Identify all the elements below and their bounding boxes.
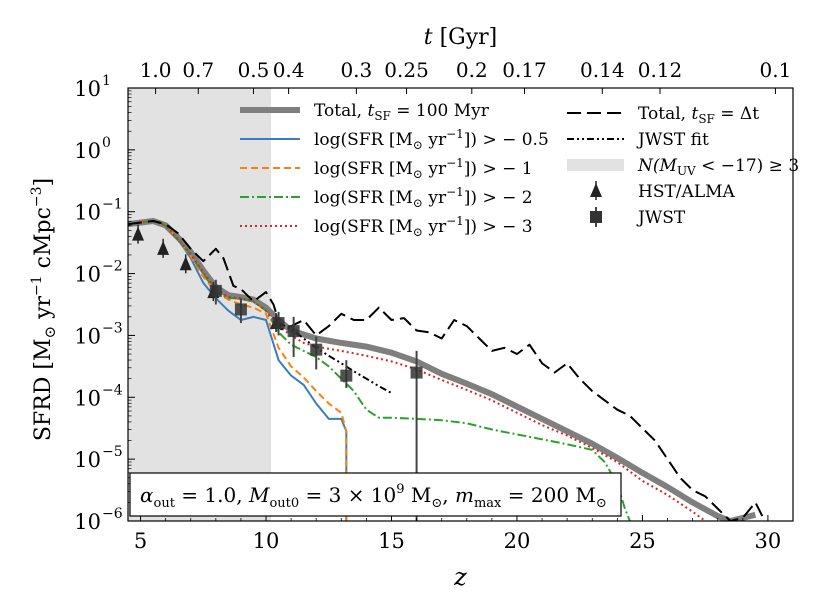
series-line-5 <box>128 220 766 521</box>
legend-label-left: Total, tSF = 100 Myr <box>314 101 490 123</box>
x-tick-label: 30 <box>755 529 782 553</box>
y-tick-label: 10 <box>74 448 101 472</box>
legend-label-right: HST/ALMA <box>638 182 736 202</box>
top-tick-label: 0.25 <box>384 58 429 82</box>
y-tick-exponent: −4 <box>102 382 123 398</box>
annotation-text: αout = 1.0, Mout0 = 3 × 109 M⊙, mmax = 2… <box>140 482 607 511</box>
legend-label-right: Total, tSF = Δt <box>638 104 759 126</box>
legend-label-right: JWST fit <box>636 130 709 150</box>
y-tick-label: 10 <box>74 77 101 101</box>
legend-label-right: JWST <box>636 208 686 228</box>
legend-label-left: log(SFR [M⊙ yr−1]) > − 2 <box>314 185 533 210</box>
legend-label-left: log(SFR [M⊙ yr−1]) > − 0.5 <box>314 127 549 152</box>
jwst-point <box>310 343 323 356</box>
top-tick-label: 0.17 <box>502 58 547 82</box>
y-tick-exponent: 0 <box>102 135 111 151</box>
y-tick-exponent: −3 <box>102 320 123 336</box>
hst-alma-point <box>132 226 145 241</box>
jwst-point <box>340 369 353 382</box>
hst-alma-point <box>179 256 192 271</box>
y-tick-label: 10 <box>74 386 101 410</box>
x-tick-label: 5 <box>134 529 147 553</box>
y-tick-exponent: −2 <box>102 259 123 275</box>
legend-swatch-shade <box>567 159 624 171</box>
y-axis-label: SFRD [M⊙ yr−1 cMpc−3] <box>29 178 59 441</box>
legend-label-right: N(MUV < −17) ≥ 3 <box>637 156 799 178</box>
top-tick-label: 0.12 <box>638 58 683 82</box>
y-tick-label: 10 <box>74 263 101 287</box>
shaded-region <box>128 88 272 521</box>
top-tick-label: 0.7 <box>182 58 214 82</box>
top-tick-label: 0.1 <box>760 58 792 82</box>
legend-jwst-marker <box>590 211 602 223</box>
legend-label-left: log(SFR [M⊙ yr−1]) > − 1 <box>314 156 533 181</box>
top-tick-label: 1.0 <box>140 58 172 82</box>
series-line-3 <box>128 220 631 521</box>
hst-alma-point <box>157 240 170 255</box>
plot-frame <box>127 87 794 522</box>
y-tick-label: 10 <box>74 201 101 225</box>
y-tick-exponent: −5 <box>102 444 123 460</box>
y-tick-exponent: −1 <box>102 197 123 213</box>
x-tick-label: 20 <box>504 529 531 553</box>
y-tick-label: 10 <box>74 139 101 163</box>
y-tick-exponent: 1 <box>102 73 111 89</box>
top-axis-label: t [Gyr] <box>424 25 498 50</box>
jwst-point <box>209 284 222 297</box>
x-tick-label: 10 <box>253 529 280 553</box>
top-tick-label: 0.14 <box>580 58 625 82</box>
annotation-box <box>129 472 622 517</box>
series-line-0 <box>128 218 757 521</box>
x-tick-label: 25 <box>629 529 656 553</box>
top-tick-label: 0.5 <box>238 58 270 82</box>
top-tick-label: 0.4 <box>273 58 305 82</box>
x-tick-label: 15 <box>378 529 405 553</box>
y-tick-label: 10 <box>74 510 101 534</box>
jwst-point <box>272 317 285 330</box>
jwst-point <box>410 366 423 379</box>
top-tick-label: 0.3 <box>340 58 372 82</box>
jwst-point <box>234 303 247 316</box>
x-axis-label: z <box>453 563 467 591</box>
legend-label-left: log(SFR [M⊙ yr−1]) > − 3 <box>314 214 533 239</box>
legend-hst-marker <box>590 183 602 197</box>
y-tick-label: 10 <box>74 324 101 348</box>
jwst-point <box>287 325 300 338</box>
y-tick-exponent: −6 <box>102 506 123 522</box>
top-tick-label: 0.2 <box>456 58 488 82</box>
